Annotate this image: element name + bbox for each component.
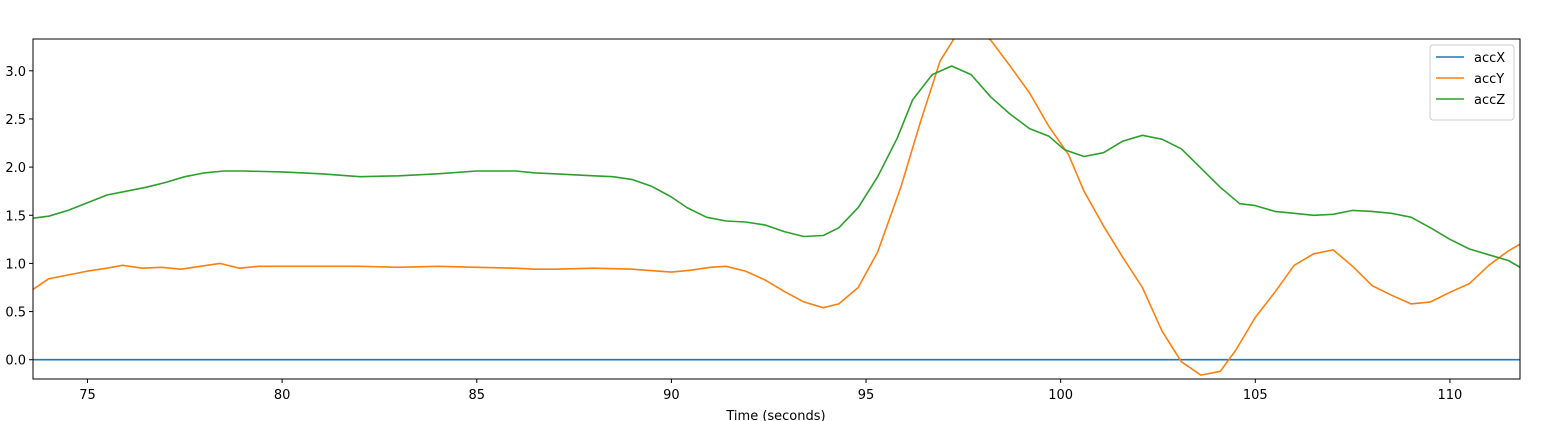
y-tick-label: 2.5 [5,113,26,128]
legend-label-accx: accX [1474,51,1505,66]
x-tick-label: 80 [274,388,291,403]
x-tick-label: 90 [663,388,680,403]
x-axis-label: Time (seconds) [725,409,825,421]
x-axis-ticks: 75 80 85 90 95 100 105 110 [79,379,1462,403]
x-tick-label: 100 [1048,388,1073,403]
x-tick-label: 110 [1438,388,1463,403]
legend-label-accz: accZ [1474,93,1505,108]
x-tick-label: 105 [1243,388,1268,403]
series-layer [33,39,1520,376]
x-tick-label: 85 [468,388,485,403]
legend-box [1429,44,1515,121]
series-line-accy [33,39,1520,376]
y-axis-ticks: 0.0 0.5 1.0 1.5 2.0 2.5 3.0 [5,65,33,369]
x-tick-label: 95 [858,388,875,403]
y-tick-label: 1.5 [5,209,26,224]
y-tick-label: 0.5 [5,306,26,321]
y-tick-label: 3.0 [5,65,26,80]
y-tick-label: 2.0 [5,161,26,176]
series-line-accz [33,65,1520,269]
y-tick-label: 0.0 [5,354,26,369]
legend: accX accY accZ [1429,44,1515,121]
y-tick-label: 1.0 [5,257,26,272]
plot-frame [32,38,1521,380]
x-tick-label: 75 [79,388,96,403]
legend-label-accy: accY [1474,72,1504,87]
